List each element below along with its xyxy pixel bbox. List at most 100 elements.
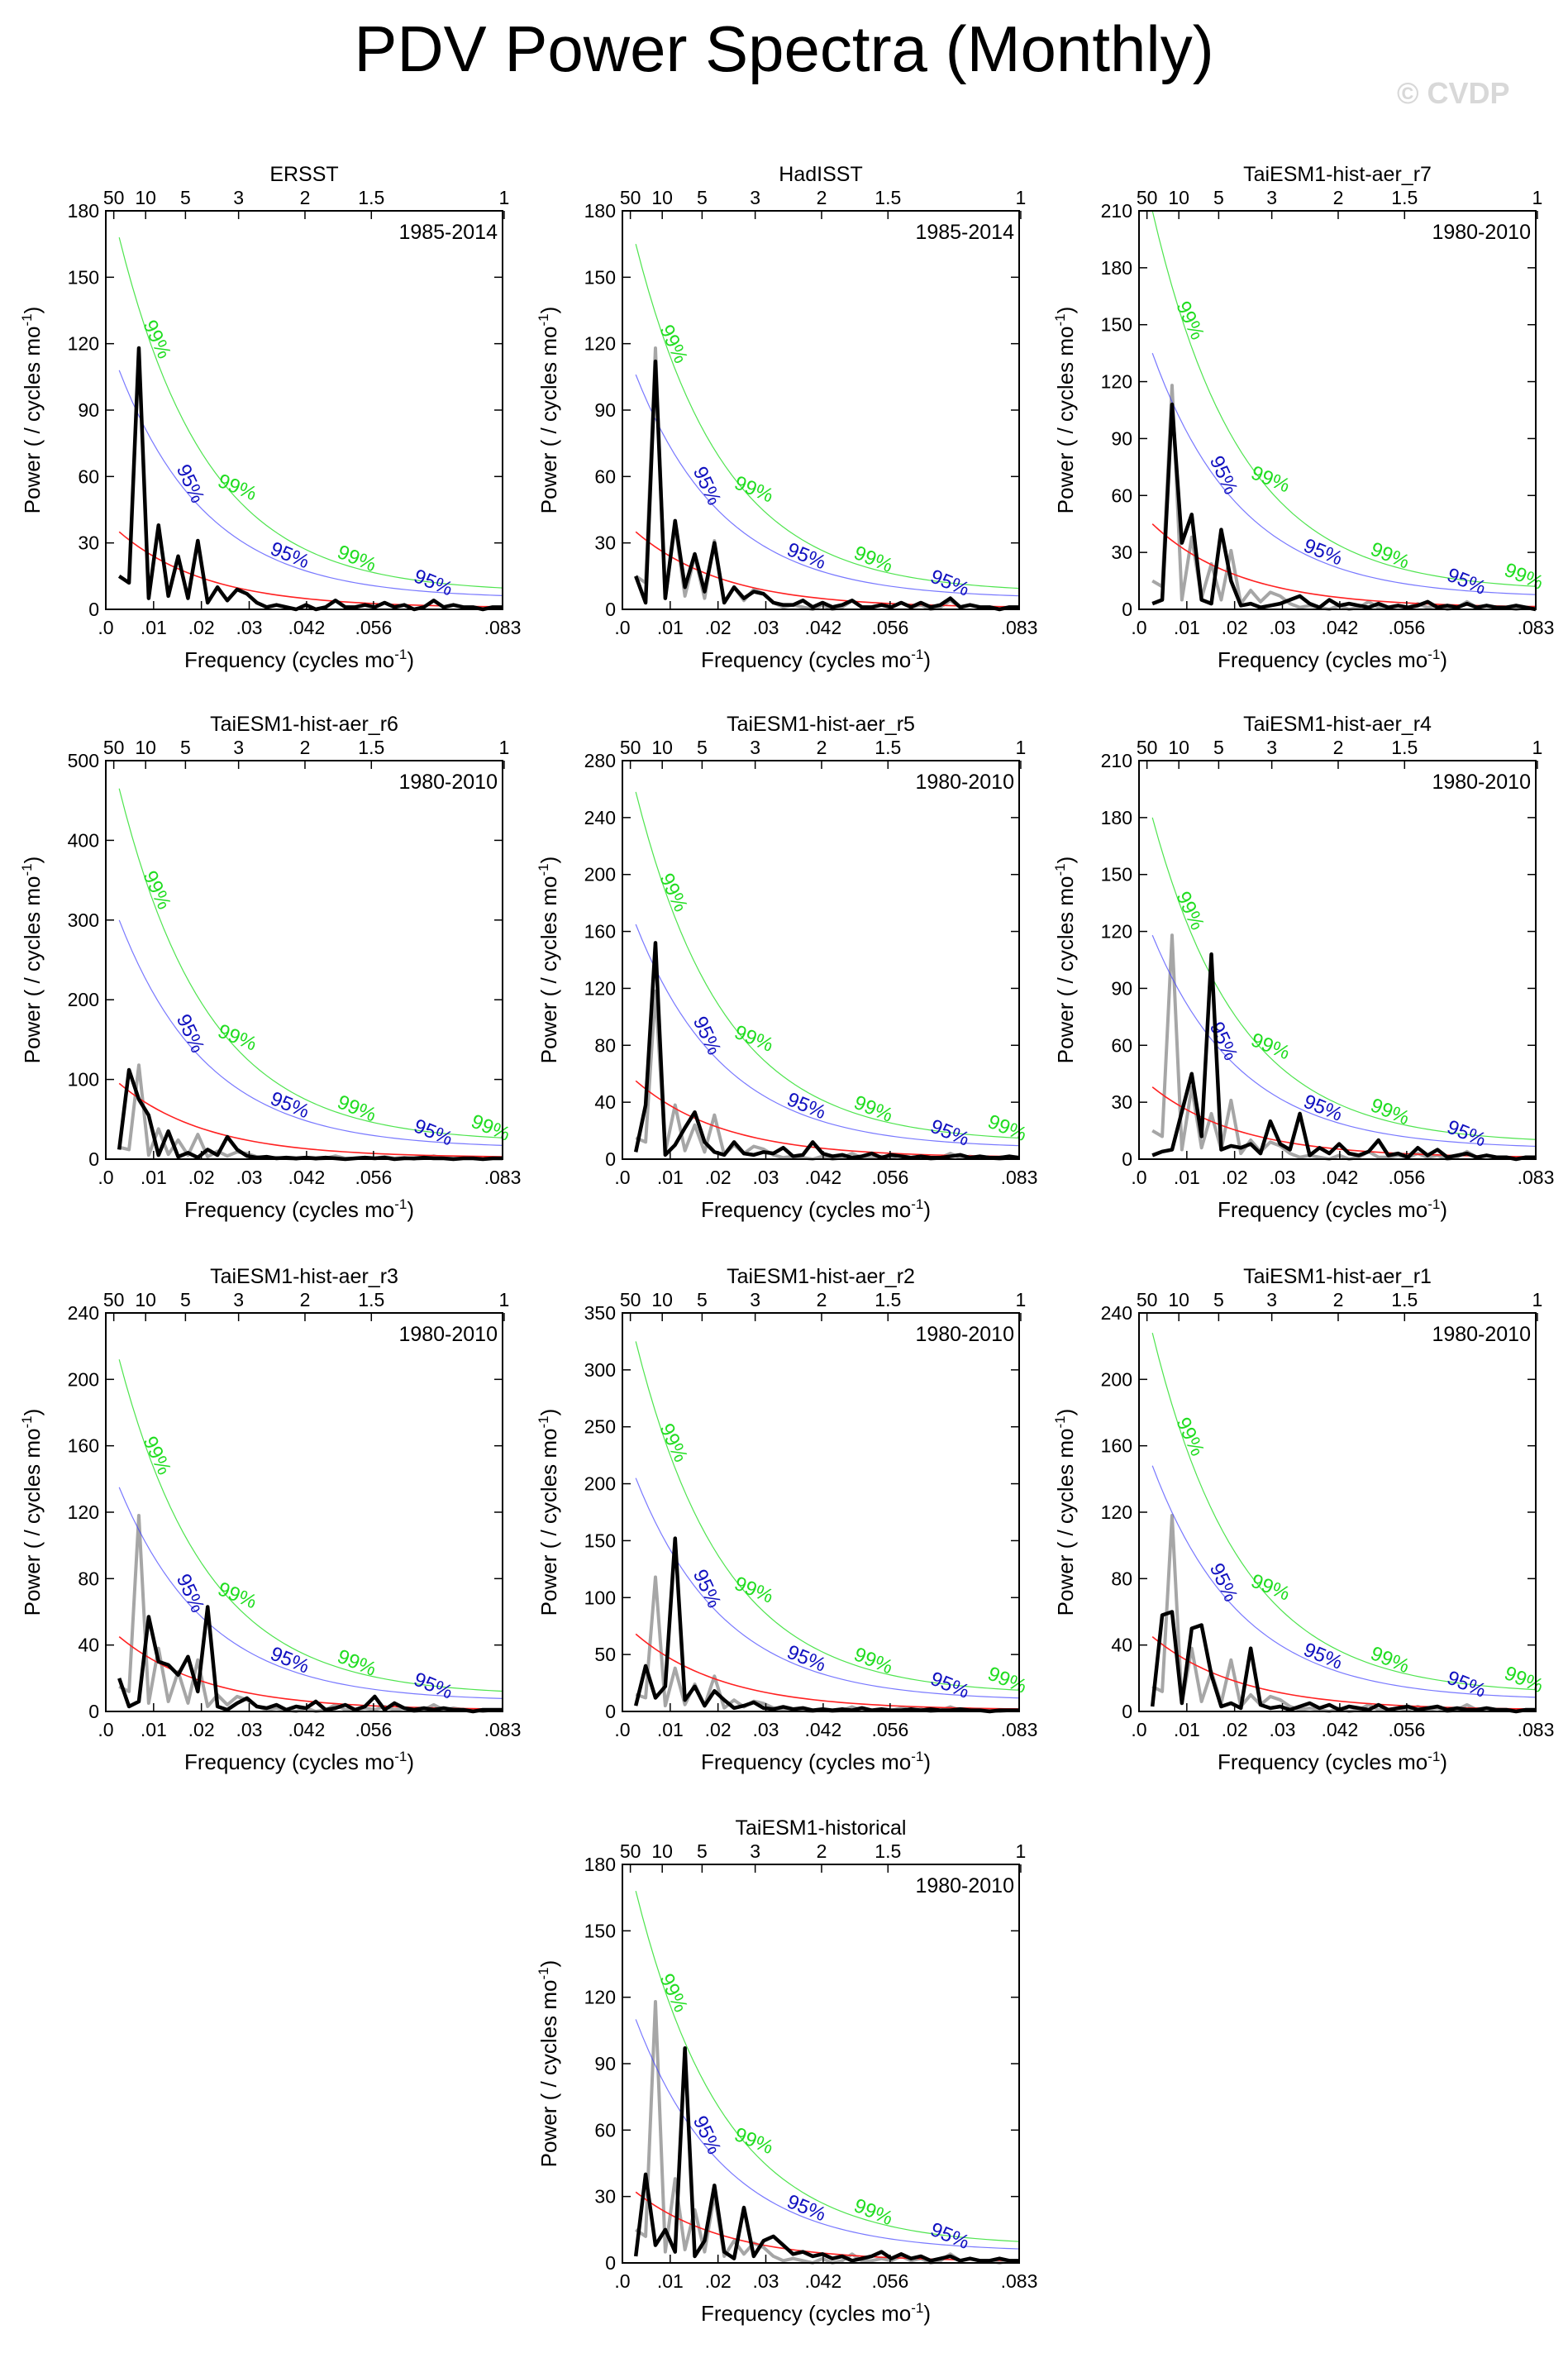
x-tick-label: .083	[1001, 1167, 1038, 1188]
ci-label: 95%	[689, 1013, 726, 1058]
x-tick-label: .0	[1131, 1719, 1146, 1740]
period-tick-label: 2	[817, 1289, 827, 1310]
y-tick-label: 240	[1101, 1302, 1132, 1324]
ci-label: 99%	[138, 1433, 175, 1478]
x-tick-label: .03	[753, 2270, 779, 2292]
x-axis-label: Frequency (cycles mo-1)	[184, 1749, 414, 1774]
x-tick-label: .02	[188, 1719, 215, 1740]
y-tick-label: 150	[584, 1530, 616, 1551]
panel-title: TaiESM1-historical	[735, 1816, 906, 1840]
y-tick-label: 60	[1111, 484, 1132, 506]
x-axis-label-end: )	[1440, 647, 1447, 672]
x-tick-label: .042	[288, 617, 326, 638]
ci95-line	[118, 1487, 503, 1700]
period-tick-label: 2	[817, 737, 827, 758]
period-tick-label: 50	[620, 737, 641, 758]
period-tick-label: 3	[750, 1289, 760, 1310]
y-tick-label: 0	[605, 1701, 616, 1722]
y-tick-label: 0	[1122, 1701, 1132, 1722]
plot-frame	[105, 1312, 503, 1712]
y-tick-label: 50	[594, 1644, 616, 1665]
y-tick-label: 80	[594, 1034, 616, 1056]
x-axis-label-sup: -1	[911, 2300, 923, 2316]
x-axis-label: Frequency (cycles mo-1)	[701, 2300, 931, 2326]
x-tick-label: .0	[1131, 1167, 1146, 1188]
y-tick-label: 300	[584, 1359, 616, 1381]
y-tick-label: 240	[68, 1302, 99, 1324]
red-noise-line	[118, 1082, 503, 1158]
y-axis-label: Power ( / cycles mo-1)	[1052, 1409, 1078, 1616]
x-tick-label: .02	[705, 2270, 732, 2292]
y-tick-label: 250	[584, 1416, 616, 1438]
x-tick-label: .02	[705, 1167, 732, 1188]
y-axis-label: Power ( / cycles mo-1)	[19, 857, 45, 1064]
y-axis-label-end: )	[536, 307, 561, 314]
x-tick-label: .01	[1174, 617, 1200, 638]
x-tick-label: .083	[1518, 617, 1555, 638]
y-tick-label: 280	[584, 750, 616, 771]
y-tick-label: 350	[584, 1302, 616, 1324]
period-tick-label: 50	[1137, 187, 1158, 208]
ci-label: 95%	[689, 463, 726, 508]
panel-title: TaiESM1-hist-aer_r3	[210, 1265, 398, 1288]
x-axis-label-end: )	[407, 1197, 414, 1222]
plot-frame	[105, 760, 503, 1160]
period-tick-label: 10	[1168, 737, 1189, 758]
spectrum-panel: 99%95% 99%95% 99%95% 99%0306090120150180210…	[1052, 163, 1554, 672]
ci95-line	[635, 2019, 1020, 2250]
x-tick-label: .01	[141, 1719, 167, 1740]
x-axis-label-sup: -1	[911, 1196, 923, 1212]
ci99-line	[1151, 210, 1537, 587]
panel-title: HadISST	[779, 163, 862, 186]
period-tick-label: 1	[1016, 1289, 1027, 1310]
x-axis-label-sup: -1	[1427, 647, 1440, 662]
ci-label: 95%	[927, 1668, 973, 1703]
period-tick-label: 10	[651, 737, 673, 758]
y-axis-label: Power ( / cycles mo-1)	[536, 1960, 561, 2168]
y-tick-label: 300	[68, 909, 99, 931]
x-axis-label-sup: -1	[394, 647, 407, 662]
y-axis-label: Power ( / cycles mo-1)	[536, 1409, 561, 1616]
period-tick-label: 2	[1333, 1289, 1344, 1310]
figure-title: PDV Power Spectra (Monthly)	[354, 12, 1214, 85]
y-axis-label-sup: -1	[19, 1415, 35, 1428]
x-tick-label: .083	[1001, 617, 1038, 638]
y-tick-label: 240	[584, 807, 616, 828]
ci99-line	[635, 791, 1020, 1139]
period-tick-label: 3	[233, 1289, 244, 1310]
period-tick-label: 1	[1532, 737, 1543, 758]
period-tick-label: 1	[1532, 1289, 1543, 1310]
y-tick-label: 180	[68, 200, 99, 222]
ci-label: 99%	[984, 1663, 1030, 1698]
period-tick-label: 2	[1333, 187, 1344, 208]
spectrum-panel: 99%95% 99%95% 99%95% 99%04080120160200240.0…	[1052, 1265, 1554, 1774]
x-tick-label: .042	[1322, 1167, 1359, 1188]
y-tick-label: 150	[584, 1920, 616, 1941]
x-tick-label: .01	[141, 1167, 167, 1188]
y-tick-label: 60	[1111, 1034, 1132, 1056]
y-tick-label: 200	[68, 989, 99, 1010]
x-axis-label: Frequency (cycles mo-1)	[701, 1749, 931, 1774]
period-tick-label: 5	[697, 187, 708, 208]
ci-label: 95%	[1300, 534, 1346, 570]
x-axis-label-end: )	[1440, 1749, 1447, 1774]
x-tick-label: .042	[805, 1167, 842, 1188]
x-axis-label-sup: -1	[911, 1749, 923, 1764]
spectrum-panel: 99%95% 99%95% 99%95%04080120160200240.0.01…	[19, 1265, 521, 1774]
spectrum-panel: 99%95% 99%95% 99%95% 99%0408012016020024028…	[536, 713, 1037, 1222]
y-tick-label: 400	[68, 829, 99, 851]
panel-title: TaiESM1-hist-aer_r7	[1243, 163, 1432, 186]
y-tick-label: 160	[1101, 1435, 1132, 1457]
ci-label: 95%	[927, 566, 973, 601]
x-tick-label: .056	[1388, 1167, 1425, 1188]
x-tick-label: .042	[805, 2270, 842, 2292]
period-tick-label: 10	[135, 737, 156, 758]
period-tick-label: 3	[1266, 1289, 1277, 1310]
ci99-line	[1151, 1332, 1537, 1691]
x-tick-label: .0	[98, 1167, 113, 1188]
spectrum-panel: 99%95% 99%95% 99%95% 99%0501001502002503003…	[536, 1265, 1037, 1774]
x-axis-label-end: )	[923, 1749, 931, 1774]
period-tick-label: 2	[817, 187, 827, 208]
period-tick-label: 1	[1016, 737, 1027, 758]
x-axis-label-end: )	[407, 647, 414, 672]
